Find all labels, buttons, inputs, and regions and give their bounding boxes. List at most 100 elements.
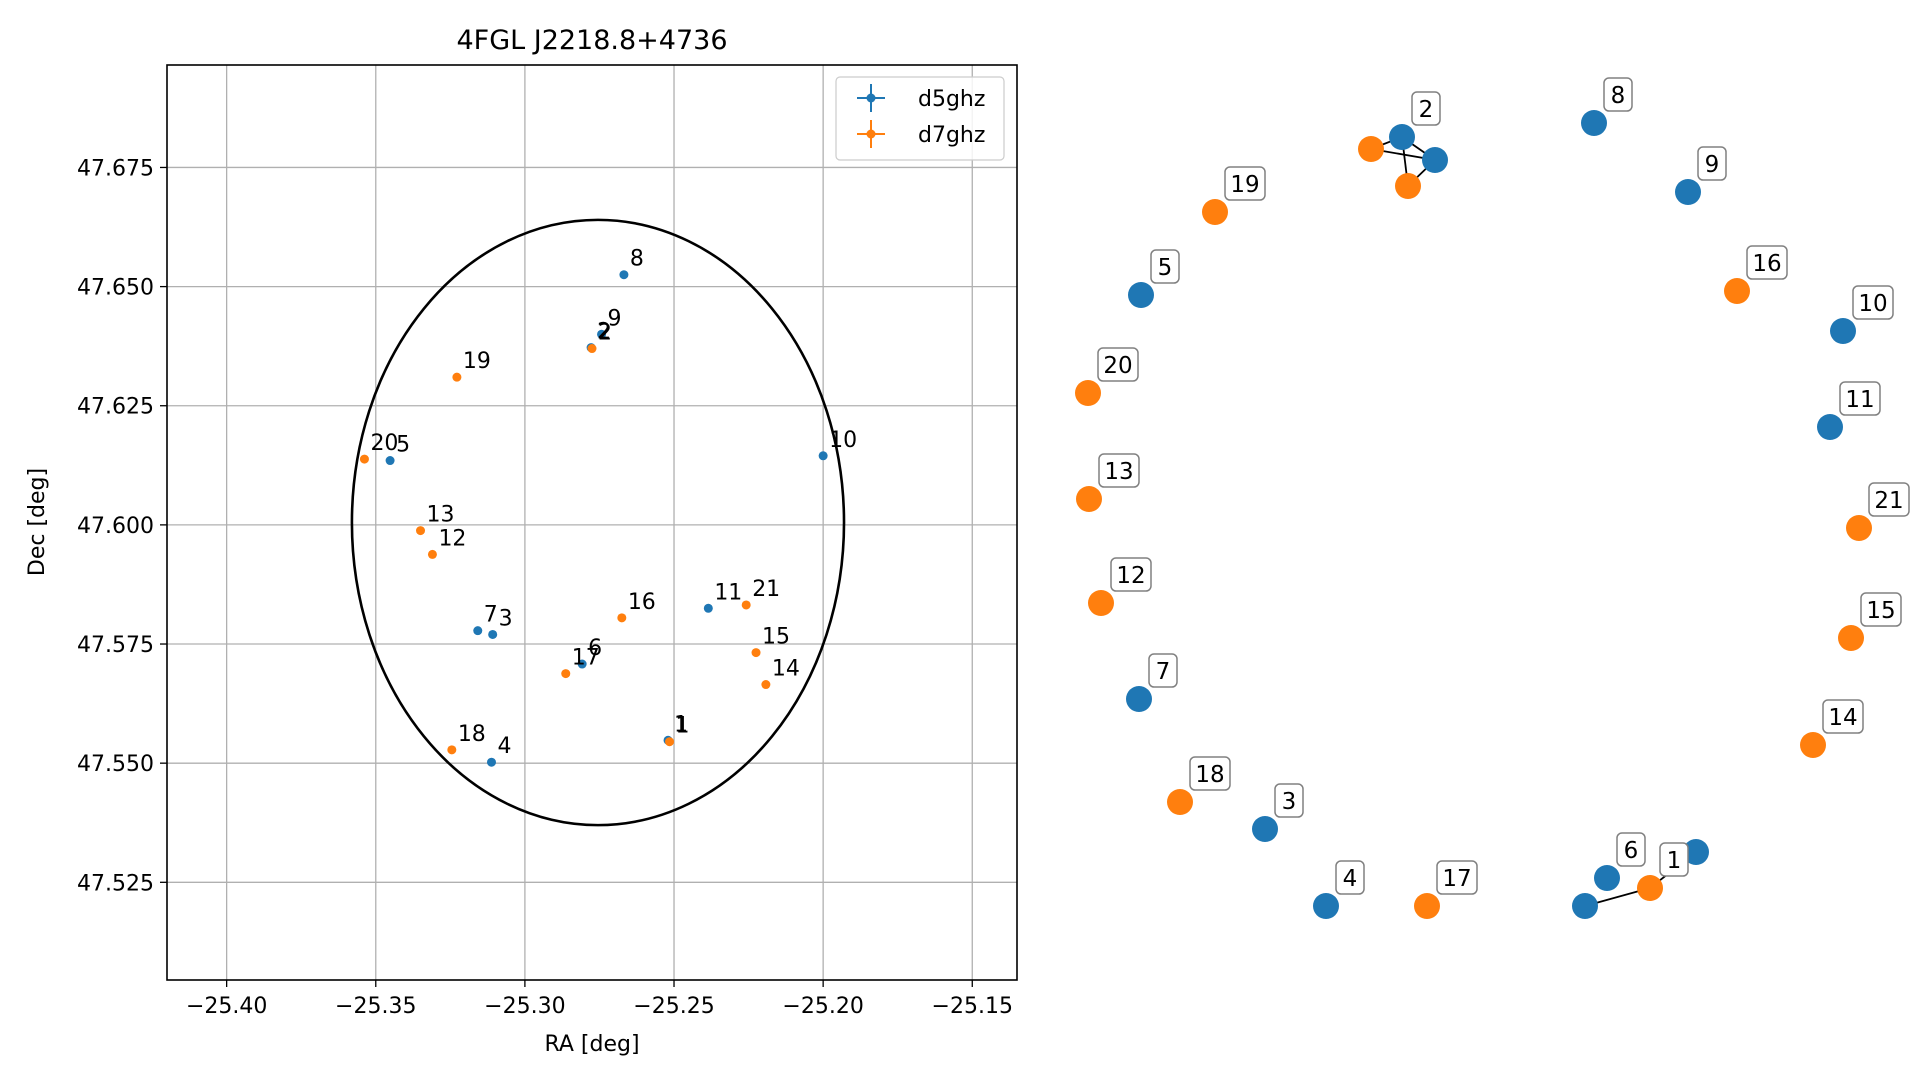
graph-node-label: 15	[1866, 598, 1895, 624]
point-label-15: 15	[762, 625, 790, 650]
y-tick-label: 47.675	[77, 156, 154, 181]
y-tick-label: 47.625	[77, 395, 154, 420]
graph-node-d5ghz	[1128, 282, 1154, 308]
graph-node-label-box	[1746, 245, 1788, 280]
data-point-d5ghz-5	[385, 456, 395, 466]
graph-node-d7ghz	[1088, 590, 1114, 616]
point-label-21: 21	[752, 577, 780, 602]
graph-node-label: 11	[1845, 387, 1874, 413]
graph-node-d7ghz	[1076, 486, 1102, 512]
y-axis-label: Dec [deg]	[25, 468, 50, 576]
graph-node-d7ghz	[1800, 732, 1826, 758]
graph-node-label-box	[1860, 592, 1902, 627]
y-tick-label: 47.550	[77, 752, 154, 777]
point-label-10: 10	[829, 428, 857, 453]
graph-node-d5ghz	[1313, 893, 1339, 919]
graph-node-d7ghz	[1838, 625, 1864, 651]
localization-ellipse	[350, 218, 846, 827]
graph-node-d7ghz	[1358, 136, 1384, 162]
localization-ellipse-group	[350, 218, 846, 827]
data-points	[359, 270, 828, 767]
data-point-d5ghz-10	[818, 451, 828, 461]
legend-dot	[866, 93, 876, 103]
x-tick-label: −25.35	[335, 994, 416, 1019]
point-label-7: 7	[484, 603, 498, 628]
graph-node-label: 7	[1156, 659, 1171, 685]
scatter-chart: 4FGL J2218.8+4736 RA [deg] Dec [deg] 1 2 3…	[25, 25, 1018, 1057]
y-tick-label: 47.525	[77, 871, 154, 896]
data-point-d5ghz-6	[577, 659, 587, 669]
data-point-d7ghz-15	[751, 648, 761, 658]
graph-node-d5ghz	[1581, 110, 1607, 136]
data-point-d7ghz-18	[447, 745, 457, 755]
graph-node-label-box	[1335, 860, 1365, 895]
graph-node-label: 16	[1752, 251, 1781, 277]
point-label-2: 2	[598, 321, 612, 346]
point-label-11: 11	[714, 580, 742, 605]
chart-title: 4FGL J2218.8+4736	[456, 25, 727, 56]
graph-node-label: 1	[1667, 848, 1682, 874]
graph-node-label: 6	[1624, 838, 1639, 864]
point-label-1: 1	[676, 714, 690, 739]
x-tick-label: −25.40	[186, 994, 267, 1019]
x-tick-label: −25.20	[782, 994, 863, 1019]
data-point-d7ghz-12	[427, 549, 437, 559]
graph-node-d7ghz	[1414, 893, 1440, 919]
graph-node-label: 4	[1343, 866, 1358, 892]
legend-dot	[866, 129, 876, 139]
data-point-d5ghz-3	[488, 629, 498, 639]
legend-label-d7ghz: d7ghz	[918, 123, 985, 148]
point-label-3: 3	[499, 606, 513, 631]
graph-node-label: 17	[1442, 866, 1471, 892]
graph-node-d5ghz	[1126, 686, 1152, 712]
graph-node-label: 20	[1103, 353, 1132, 379]
point-label-9: 9	[608, 306, 622, 331]
graph-node-label-box	[1411, 91, 1441, 126]
point-label-16: 16	[628, 590, 656, 615]
graph-node-d7ghz	[1637, 875, 1663, 901]
data-point-d7ghz-17	[561, 669, 571, 679]
graph-node-label-box	[1659, 842, 1689, 877]
graph-node-d5ghz	[1389, 124, 1415, 150]
graph-node-label: 12	[1116, 563, 1145, 589]
point-label-4: 4	[497, 734, 511, 759]
data-point-d5ghz-7	[473, 626, 483, 636]
legend-marker-d7ghz	[857, 120, 885, 148]
legend: d5ghz d7ghz	[835, 76, 1005, 161]
graph-node-d5ghz	[1422, 147, 1448, 173]
graph-node-d5ghz	[1675, 179, 1701, 205]
graph-node-label-box	[1098, 453, 1140, 488]
graph-node-label-box	[1189, 756, 1231, 791]
x-tick-label: −25.30	[484, 994, 565, 1019]
graph-node-label: 13	[1104, 459, 1133, 485]
graph-node-d7ghz	[1724, 278, 1750, 304]
graph-nodes	[1075, 110, 1872, 919]
point-label-6: 6	[588, 636, 602, 661]
graph-node-label: 5	[1158, 255, 1173, 281]
axis-ticks: −25.40 −25.35 −25.30 −25.25 −25.20 −25.15 47.5…	[77, 156, 1013, 1019]
graph-node-d7ghz	[1846, 515, 1872, 541]
data-point-d5ghz-4	[486, 757, 496, 767]
graph-node-label: 18	[1195, 762, 1224, 788]
y-tick-label: 47.650	[77, 276, 154, 301]
graph-node-label: 2	[1419, 97, 1434, 123]
graph-node-label-box	[1436, 860, 1478, 895]
graph-node-d5ghz	[1252, 816, 1278, 842]
point-label-1: 1	[674, 712, 688, 737]
x-axis-label: RA [deg]	[544, 1032, 639, 1057]
graph-node-label-box	[1603, 77, 1633, 112]
graph-node-d5ghz	[1572, 893, 1598, 919]
graph-node-label-box	[1822, 699, 1864, 734]
data-point-d7ghz-19	[452, 372, 462, 382]
graph-node-label: 21	[1874, 488, 1903, 514]
graph-node-d7ghz	[1202, 199, 1228, 225]
graph-node-label-box	[1110, 557, 1152, 592]
data-point-d5ghz-9	[597, 329, 607, 339]
graph-node-label-box	[1224, 166, 1266, 201]
graph-node-label: 10	[1858, 291, 1887, 317]
data-point-d7ghz-20	[359, 454, 369, 464]
